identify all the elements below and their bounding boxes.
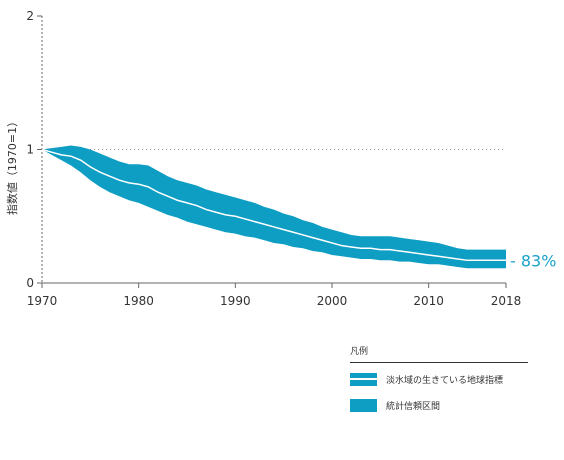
y-tick-label-2: 2: [26, 9, 34, 23]
legend-title: 凡例: [350, 344, 528, 363]
confidence-band: [42, 145, 506, 269]
legend-label-confidence: 統計信頼区間: [386, 402, 441, 412]
legend-swatch-white-line: [350, 378, 377, 380]
x-tick-label-1990: 1990: [220, 294, 251, 308]
y-axis-label: 指数値（1970=1）: [5, 116, 19, 215]
legend: 凡例 淡水域の生きている地球指標 統計信頼区間: [350, 344, 528, 425]
legend-swatch-line: [350, 373, 377, 386]
x-tick-label-2000: 2000: [317, 294, 348, 308]
x-tick-label-2018: 2018: [491, 294, 522, 308]
tick-labels-layer: 0 1 2 1970 1980 1990 2000 2010 2018 指数値（1970=1） - …: [5, 9, 556, 308]
x-tick-label-1980: 1980: [123, 294, 154, 308]
x-tick-label-1970: 1970: [27, 294, 58, 308]
y-tick-label-1: 1: [26, 143, 34, 157]
index-line-layer: [41, 148, 506, 262]
legend-item-confidence: 統計信頼区間: [350, 399, 528, 412]
x-tick-label-2010: 2010: [413, 294, 444, 308]
index-line: [41, 148, 506, 262]
confidence-band-layer: [42, 145, 506, 269]
legend-item-index: 淡水域の生きている地球指標: [350, 373, 528, 386]
legend-swatch-band: [350, 399, 377, 412]
end-value-label: - 83%: [510, 251, 556, 270]
y-tick-label-0: 0: [26, 276, 34, 290]
legend-label-index: 淡水域の生きている地球指標: [386, 376, 504, 386]
